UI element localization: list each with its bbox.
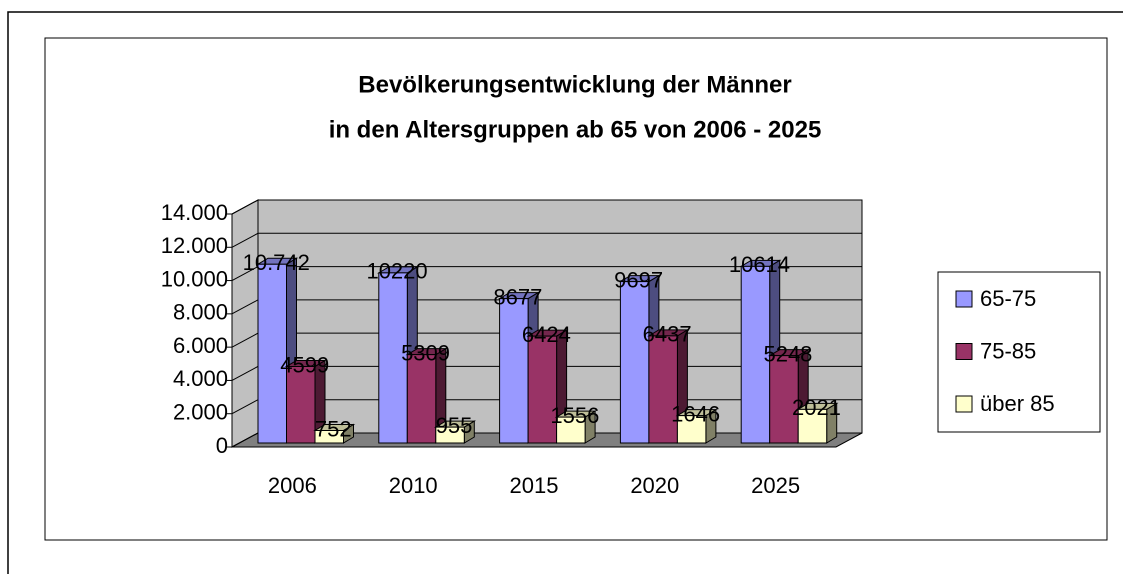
x-tick-label: 2010	[389, 473, 438, 498]
bar-face	[406, 354, 437, 444]
chart-title: Bevölkerungsentwicklung der Männer	[358, 71, 791, 98]
data-label: 8677	[493, 284, 542, 309]
bar-face	[378, 272, 408, 444]
x-tick-label: 2020	[630, 473, 679, 498]
data-label: 1556	[550, 403, 599, 428]
data-label: 6424	[522, 322, 571, 347]
bar-face	[676, 415, 707, 444]
bar-face	[286, 365, 316, 444]
y-tick-label: 8.000	[173, 300, 228, 325]
x-tick-label: 2015	[510, 473, 559, 498]
bar-face	[314, 429, 344, 444]
data-label: 752	[315, 416, 352, 441]
y-tick-label: 10.000	[161, 266, 228, 291]
data-label: 2021	[792, 395, 841, 420]
data-label: 5309	[401, 340, 450, 365]
bar-face	[556, 416, 586, 444]
data-label: 10.742	[243, 250, 310, 275]
bar	[675, 408, 718, 444]
data-label: 955	[436, 413, 473, 438]
chart-subtitle: in den Altersgruppen ab 65 von 2006 - 20…	[329, 116, 822, 143]
y-tick-label: 2.000	[173, 400, 228, 425]
bar	[433, 420, 477, 444]
bar	[554, 410, 597, 444]
bar-face	[769, 355, 799, 444]
bar	[796, 402, 839, 444]
data-label: 5248	[763, 341, 812, 366]
x-tick-label: 2006	[268, 473, 317, 498]
bar-face	[499, 298, 529, 444]
bar-face	[740, 265, 771, 444]
legend-label: 65-75	[980, 286, 1036, 311]
bar	[284, 359, 327, 444]
data-label: 9697	[614, 267, 663, 292]
data-label: 1646	[671, 401, 720, 426]
bar	[405, 347, 448, 444]
y-tick-label: 12.000	[161, 233, 228, 258]
data-label: 6437	[643, 322, 692, 347]
bar	[767, 348, 811, 444]
side-wall	[231, 199, 259, 448]
y-tick-label: 14.000	[161, 200, 228, 225]
bar-face	[257, 263, 287, 444]
bar-face	[527, 335, 558, 444]
x-tick-label: 2025	[751, 473, 800, 498]
data-label: 4599	[280, 352, 329, 377]
legend-swatch	[955, 290, 973, 308]
grid-line	[231, 199, 862, 215]
bar	[313, 423, 356, 444]
legend-label: 75-85	[980, 338, 1036, 363]
grid-line	[231, 232, 862, 248]
legend-swatch	[955, 395, 973, 413]
data-label: 10220	[366, 259, 427, 284]
bar-face	[435, 426, 465, 444]
legend-swatch	[955, 343, 973, 360]
bar-face	[619, 281, 650, 444]
data-label: 10614	[729, 252, 790, 277]
y-tick-label: 6.000	[173, 333, 228, 358]
bar-face	[797, 408, 828, 444]
y-tick-label: 4.000	[173, 366, 228, 391]
y-tick-label: 0	[216, 433, 228, 458]
bar-face	[648, 335, 678, 444]
legend-label: über 85	[980, 391, 1055, 416]
